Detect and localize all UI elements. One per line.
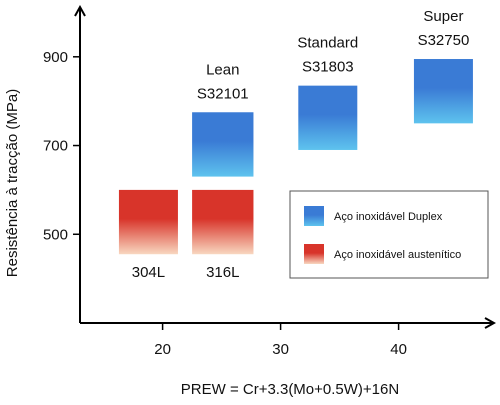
y-ticks: 500 700 900 — [43, 49, 80, 243]
range-bar-label: S31803 — [302, 59, 354, 76]
y-tick-label: 700 — [43, 138, 68, 155]
legend-swatch-duplex — [304, 206, 324, 226]
range-bar-labels: 304L 316L Lean S32101 Standard S31803 Super S32… — [132, 8, 470, 281]
legend-swatch-austenitic — [304, 244, 324, 264]
range-bar-label: Standard — [297, 35, 358, 52]
range-bar-austenitic — [192, 189, 254, 255]
x-tick-label: 30 — [272, 341, 289, 358]
range-bars — [118, 59, 473, 255]
range-bar-duplex — [298, 85, 358, 150]
x-axis-title: PREW = Cr+3.3(Mo+0.5W)+16N — [181, 381, 399, 398]
y-axis-title: Resistência à tracção (MPa) — [4, 89, 21, 277]
range-bar-label: S32750 — [418, 32, 470, 49]
x-tick-label: 20 — [154, 341, 171, 358]
range-bar-duplex — [413, 59, 473, 124]
range-bar-austenitic — [118, 189, 178, 255]
range-bar-label: 316L — [206, 264, 239, 281]
range-bar-label: Super — [423, 8, 463, 25]
x-ticks: 20 30 40 — [154, 323, 407, 358]
legend-frame — [289, 190, 489, 279]
legend-label-austenitic: Aço inoxidável austenítico — [334, 249, 461, 261]
range-bar-label: 304L — [132, 264, 165, 281]
legend-label-duplex: Aço inoxidável Duplex — [334, 211, 443, 223]
y-tick-label: 500 — [43, 226, 68, 243]
range-bar-label: S32101 — [197, 85, 249, 102]
legend: Aço inoxidável Duplex Aço inoxidável aus… — [289, 190, 489, 279]
range-bar-label: Lean — [206, 61, 239, 78]
x-tick-label: 40 — [390, 341, 407, 358]
range-bar-duplex — [192, 112, 254, 177]
y-tick-label: 900 — [43, 49, 68, 66]
axes — [80, 8, 493, 323]
